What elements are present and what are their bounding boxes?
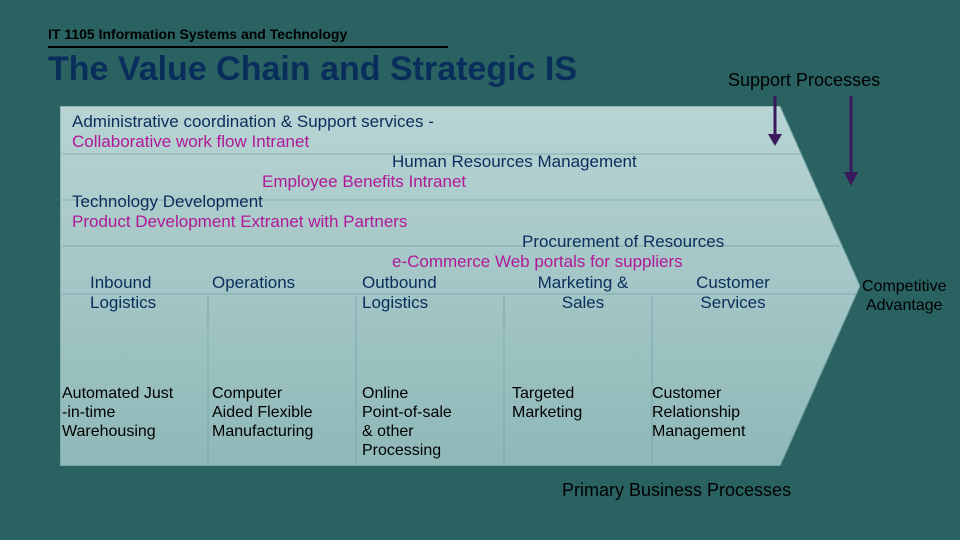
outbound-l2: Logistics [362, 293, 428, 312]
e3l4: Processing [362, 442, 441, 459]
primary-customer: Customer Services [662, 273, 812, 312]
support-band-hr: Human Resources Management Employee Bene… [72, 152, 832, 191]
inbound-l2: Logistics [90, 293, 156, 312]
support-processes-label: Support Processes [728, 70, 880, 91]
e5l1: Customer [652, 385, 721, 402]
e3l3: & other [362, 423, 414, 440]
competitive-l2: Advantage [866, 297, 943, 314]
e1l3: Warehousing [62, 423, 156, 440]
marketing-l1: Marketing & [538, 273, 629, 292]
page-title: The Value Chain and Strategic IS [48, 50, 577, 89]
e2l2: Aided Flexible [212, 404, 313, 421]
example-inbound: Automated Just -in-time Warehousing [62, 385, 212, 461]
example-operations: Computer Aided Flexible Manufacturing [212, 385, 362, 461]
e1l2: -in-time [62, 404, 115, 421]
support-band-tech: Technology Development Product Developme… [72, 192, 832, 231]
e3l2: Point-of-sale [362, 404, 452, 421]
inbound-l1: Inbound [90, 273, 151, 292]
primary-outbound: Outbound Logistics [362, 273, 512, 312]
example-customer: Customer Relationship Management [652, 385, 822, 461]
admin-title: Administrative coordination & Support se… [72, 112, 832, 132]
e1l1: Automated Just [62, 385, 173, 402]
support-band-admin: Administrative coordination & Support se… [72, 112, 832, 151]
hr-example: Employee Benefits Intranet [72, 172, 832, 192]
outbound-l1: Outbound [362, 273, 437, 292]
e4l2: Marketing [512, 404, 582, 421]
primary-operations: Operations [212, 273, 362, 312]
primary-marketing: Marketing & Sales [512, 273, 662, 312]
e4l1: Targeted [512, 385, 574, 402]
tech-example: Product Development Extranet with Partne… [72, 212, 832, 232]
e3l1: Online [362, 385, 408, 402]
example-marketing: Targeted Marketing [512, 385, 652, 461]
customer-l1: Customer [696, 273, 770, 292]
support-arrow-icon [842, 96, 860, 186]
course-code: IT 1105 Information Systems and Technolo… [48, 26, 347, 42]
marketing-l2: Sales [562, 293, 605, 312]
primary-processes-label: Primary Business Processes [562, 480, 791, 501]
tech-title: Technology Development [72, 192, 832, 212]
primary-activities-row: Inbound Logistics Operations Outbound Lo… [72, 273, 832, 312]
procurement-title: Procurement of Resources [72, 232, 832, 252]
e5l2: Relationship [652, 404, 740, 421]
e5l3: Management [652, 423, 745, 440]
course-underline [48, 46, 448, 48]
example-outbound: Online Point-of-sale & other Processing [362, 385, 512, 461]
primary-inbound: Inbound Logistics [72, 273, 212, 312]
primary-examples-row: Automated Just -in-time Warehousing Comp… [62, 385, 842, 461]
support-band-procurement: Procurement of Resources e-Commerce Web … [72, 232, 832, 271]
admin-example: Collaborative work flow Intranet [72, 132, 832, 152]
value-chain-content: Administrative coordination & Support se… [72, 112, 832, 312]
procurement-example: e-Commerce Web portals for suppliers [72, 252, 832, 272]
e2l3: Manufacturing [212, 423, 313, 440]
hr-title: Human Resources Management [72, 152, 832, 172]
competitive-l1: Competitive [862, 278, 946, 295]
e2l1: Computer [212, 385, 282, 402]
customer-l2: Services [700, 293, 765, 312]
competitive-advantage-label: Competitive Advantage [862, 277, 946, 315]
